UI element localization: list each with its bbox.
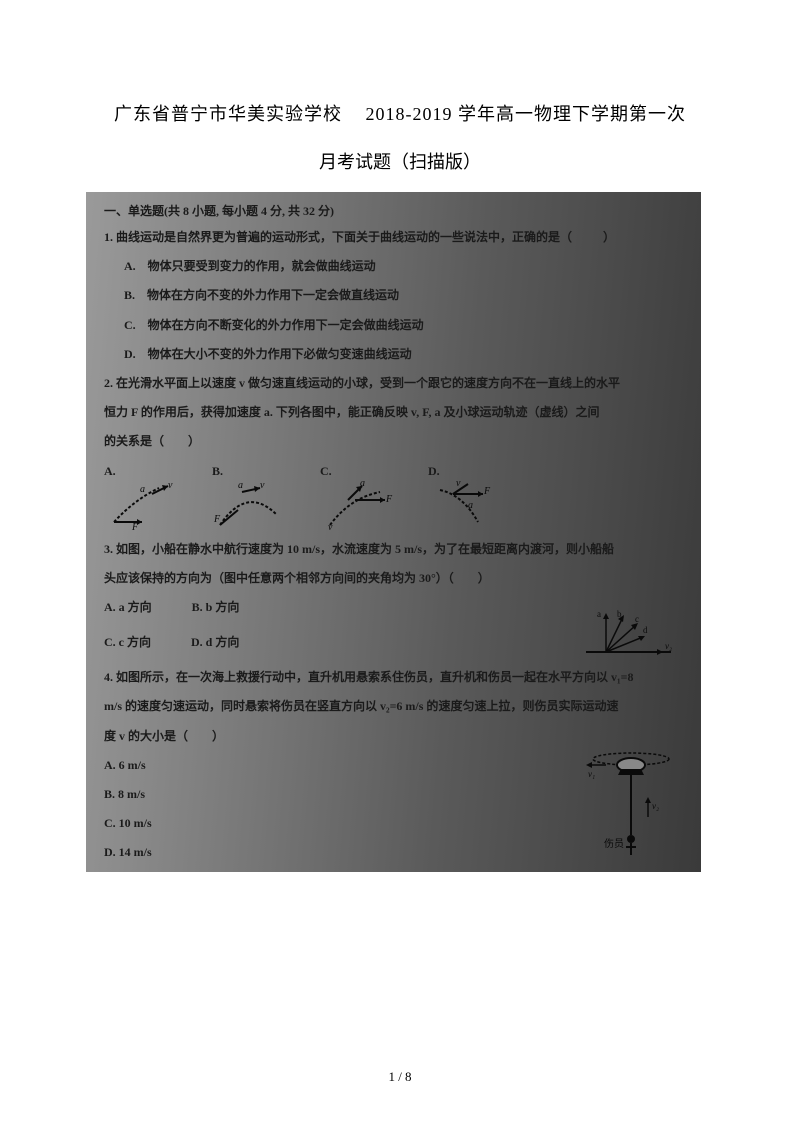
q2-stem-line3: 的关系是（ ） bbox=[104, 432, 683, 451]
title-school: 广东省普宁市华美实验学校 bbox=[114, 104, 342, 124]
page-container: 广东省普宁市华美实验学校 2018-2019 学年高一物理下学期第一次 月考试题… bbox=[0, 0, 800, 912]
svg-text:v₁: v₁ bbox=[588, 769, 595, 779]
document-title-line2: 月考试题（扫描版） bbox=[90, 148, 710, 174]
q2-graph-d: F v a bbox=[428, 480, 506, 530]
svg-text:v: v bbox=[456, 480, 461, 489]
q4-diagram: v₁ v₂ 伤员 bbox=[576, 747, 676, 862]
q2-graph-b: a v F bbox=[212, 480, 290, 530]
svg-text:a: a bbox=[468, 500, 473, 511]
svg-text:v₂: v₂ bbox=[652, 801, 659, 811]
svg-text:a: a bbox=[140, 484, 145, 495]
q2-option-a: A. F v a bbox=[104, 462, 182, 530]
q3-option-d: D. d 方向 bbox=[191, 633, 239, 652]
svg-text:F: F bbox=[483, 486, 491, 497]
q2-graph-c: F a v bbox=[320, 480, 398, 530]
svg-text:F: F bbox=[213, 514, 221, 525]
svg-text:F: F bbox=[131, 522, 139, 530]
svg-text:v: v bbox=[328, 522, 333, 530]
q1-option-d: D. 物体在大小不变的外力作用下必做匀变速曲线运动 bbox=[124, 345, 683, 364]
svg-text:a: a bbox=[597, 609, 601, 619]
svg-text:v₂: v₂ bbox=[665, 641, 672, 651]
svg-text:c: c bbox=[635, 614, 639, 624]
svg-text:伤员: 伤员 bbox=[604, 837, 624, 850]
q2-stem-line1: 2. 在光滑水平面上以速度 v 做匀速直线运动的小球，受到一个跟它的速度方向不在… bbox=[104, 374, 683, 393]
q3-diagram: v₂ a b c d bbox=[581, 607, 676, 662]
svg-text:d: d bbox=[643, 625, 648, 635]
svg-text:a: a bbox=[360, 480, 365, 489]
q2-option-b: B. a v F bbox=[212, 462, 290, 530]
q4-stem-line2: m/s 的速度匀速运动，同时悬索将伤员在竖直方向以 v₂=6 m/s 的速度匀速… bbox=[104, 697, 683, 716]
svg-text:F: F bbox=[385, 494, 393, 505]
svg-text:b: b bbox=[617, 609, 622, 619]
q2-options-row: A. F v a B. a bbox=[104, 462, 683, 530]
q4-stem-line1: 4. 如图所示，在一次海上救援行动中，直升机用悬索系住伤员，直升机和伤员一起在水… bbox=[104, 668, 683, 687]
q1-stem: 1. 曲线运动是自然界更为普遍的运动形式，下面关于曲线运动的一些说法中，正确的是… bbox=[104, 228, 683, 247]
q1-option-b: B. 物体在方向不变的外力作用下一定会做直线运动 bbox=[124, 286, 683, 305]
q4-stem-line3: 度 v 的大小是（ ） bbox=[104, 727, 683, 746]
svg-text:v: v bbox=[168, 480, 173, 491]
q3-stem-line1: 3. 如图，小船在静水中航行速度为 10 m/s，水流速度为 5 m/s，为了在… bbox=[104, 540, 683, 559]
q2-option-c: C. F a v bbox=[320, 462, 398, 530]
q2-graph-a: F v a bbox=[104, 480, 182, 530]
q1-option-c: C. 物体在方向不断变化的外力作用下一定会做曲线运动 bbox=[124, 316, 683, 335]
q2-option-d: D. F v a bbox=[428, 462, 506, 530]
q1-option-a: A. 物体只要受到变力的作用，就会做曲线运动 bbox=[124, 257, 683, 276]
q3-option-a: A. a 方向 bbox=[104, 598, 152, 617]
page-number: 1 / 8 bbox=[0, 1069, 800, 1085]
q2-stem-line2: 恒力 F 的作用后，获得加速度 a. 下列各图中，能正确反映 v, F, a 及… bbox=[104, 403, 683, 422]
q3-stem-line2: 头应该保持的方向为（图中任意两个相邻方向间的夹角均为 30°）（ ） bbox=[104, 569, 683, 588]
q3-option-b: B. b 方向 bbox=[192, 598, 240, 617]
scanned-exam-image: 一、单选题(共 8 小题, 每小题 4 分, 共 32 分) 1. 曲线运动是自… bbox=[86, 192, 701, 872]
svg-text:a: a bbox=[238, 480, 243, 491]
svg-text:v: v bbox=[260, 480, 265, 491]
section-header: 一、单选题(共 8 小题, 每小题 4 分, 共 32 分) bbox=[104, 202, 683, 219]
q3-option-c: C. c 方向 bbox=[104, 633, 151, 652]
title-year: 2018-2019 学年高一物理下学期第一次 bbox=[366, 104, 687, 124]
document-title-line1: 广东省普宁市华美实验学校 2018-2019 学年高一物理下学期第一次 bbox=[90, 100, 710, 126]
